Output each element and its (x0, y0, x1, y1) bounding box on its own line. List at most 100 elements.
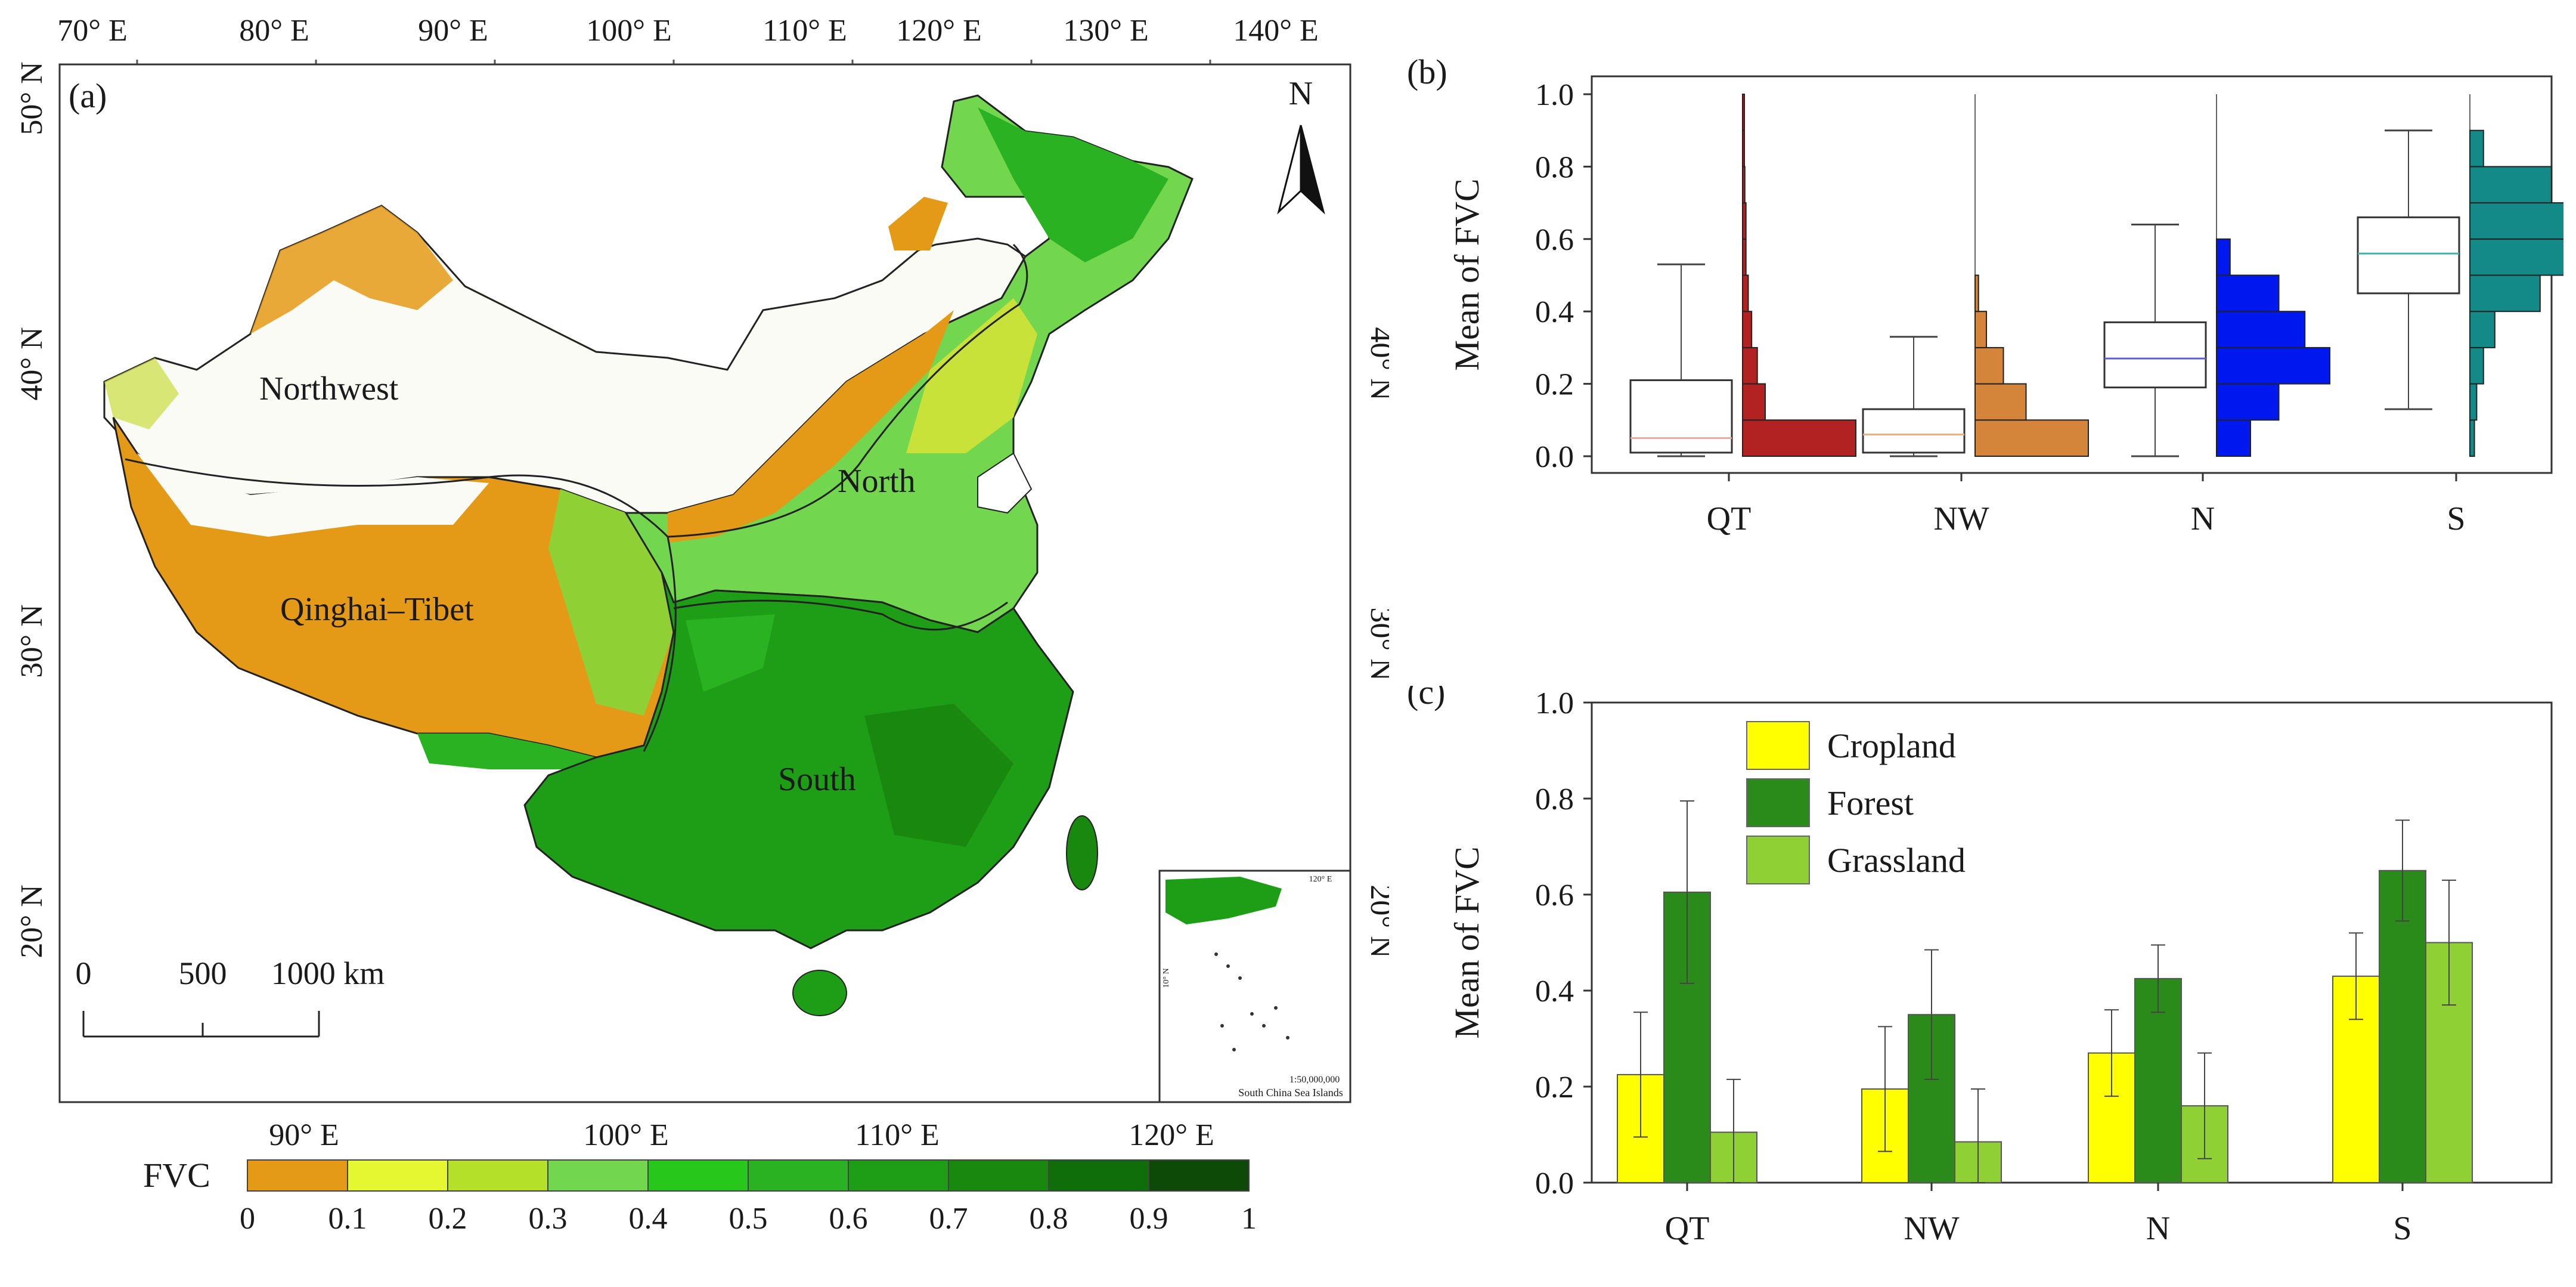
x-category-label: QT (1665, 1210, 1710, 1247)
lon-tick-140: 140° E (1233, 14, 1319, 48)
hist-bin (1974, 311, 1987, 348)
legend-swatch (848, 1159, 949, 1192)
hist-bin (2469, 202, 2563, 240)
legend-tick-label: 0.5 (729, 1202, 768, 1236)
panel-label: (c) (1407, 686, 1445, 711)
legend-tick-label: 0.7 (929, 1202, 968, 1236)
bottom-lon-100: 100° E (583, 1118, 669, 1152)
y-axis-label: Mean of FVC (1447, 178, 1486, 370)
north-orange-patch (668, 310, 954, 543)
scale-line (82, 1011, 320, 1038)
top-lon-ticks: 70° E 80° E 90° E 100° E 110° E 120° E 1… (57, 14, 1319, 48)
y-tick-label: 0.0 (1535, 1167, 1574, 1201)
south-dark-patch (864, 704, 1013, 847)
lat-tick-40-right: 40° N (1364, 327, 1389, 400)
inset-south-china-sea: 120° E 10° N 1:50,000,000 South China Se… (1158, 870, 1351, 1103)
boundary-qt-south (643, 536, 677, 752)
hist-bin (2216, 419, 2251, 457)
panel-a-map: 70° E 80° E 90° E 100° E 110° E 120° E 1… (15, 14, 1389, 1236)
bottom-lon-110: 110° E (855, 1118, 940, 1152)
x-category-label: N (2146, 1210, 2170, 1247)
hist-bin (1742, 383, 1766, 421)
legend-swatch (347, 1159, 448, 1192)
y-tick-label: 0.8 (1535, 782, 1574, 816)
bottom-lon-ticks: 90° E 100° E 110° E 120° E (269, 1118, 1214, 1152)
legend-swatch (748, 1159, 849, 1192)
hist-bin (2216, 311, 2306, 348)
scale-label-0: 0 (76, 955, 92, 991)
lon-tick-130: 130° E (1063, 14, 1149, 48)
y-tick-label: 1.0 (1535, 78, 1574, 112)
north-arrow: N (1277, 75, 1325, 215)
qt-white-patch (137, 453, 489, 537)
legend-tick-label: 0 (240, 1202, 255, 1236)
x-category-label: NW (1904, 1210, 1959, 1247)
legend-tick-label: 0.2 (429, 1202, 467, 1236)
y-tick-label: 0.4 (1535, 295, 1574, 329)
y-tick-label: 0.4 (1535, 974, 1574, 1008)
north-yellow-patch (906, 298, 1037, 453)
legend-swatch-grassland (1746, 836, 1810, 884)
hist-bin (2216, 346, 2330, 385)
y-axis-label: Mean of FVC (1447, 846, 1486, 1038)
lon-tick-120: 120° E (896, 14, 982, 48)
lon-tick-100: 100° E (586, 14, 672, 48)
panel-label: (b) (1407, 52, 1447, 91)
legend-swatch (1048, 1159, 1149, 1192)
hist-bin (1742, 202, 1747, 240)
legend-ticks: 0 0.1 0.2 0.3 0.4 0.5 0.6 0.7 0.8 0.9 1 (240, 1202, 1257, 1236)
hainan-island (792, 970, 847, 1016)
panel-a-label: (a) (69, 76, 107, 115)
region-label-north: North (838, 463, 916, 500)
legend-label-grassland: Grassland (1827, 841, 1966, 880)
legend-swatch-cropland (1746, 721, 1810, 770)
right-lat-ticks: 40° N 30° N 20° N (1364, 327, 1389, 958)
bottom-lon-120: 120° E (1129, 1118, 1214, 1152)
north-arrow-label: N (1289, 75, 1313, 112)
scale-label-500: 500 (179, 955, 227, 991)
lat-tick-20-right: 20° N (1364, 884, 1389, 958)
legend-tick-label: 0.4 (629, 1202, 668, 1236)
inset-scale: 1:50,000,000 (1289, 1075, 1340, 1085)
legend-label-forest: Forest (1827, 784, 1914, 822)
x-category-label: QT (1707, 500, 1752, 537)
lat-tick-30-right: 30° N (1364, 607, 1389, 680)
legend-swatch (647, 1159, 749, 1192)
boundary-nw-qt (125, 458, 669, 538)
hist-bin (2216, 238, 2231, 276)
region-label-south: South (778, 761, 856, 798)
legend-swatch-forest (1746, 778, 1810, 827)
region-labels: Northwest North Qinghai–Tibet South (259, 370, 916, 798)
north-orange-ne (888, 197, 948, 250)
qt-green-patch (548, 489, 674, 716)
y-tick-label: 0.6 (1535, 223, 1574, 257)
hist-bin (2469, 311, 2496, 348)
box-iqr (1629, 379, 1733, 454)
legend-tick-label: 0.6 (829, 1202, 868, 1236)
y-tick-label: 0.8 (1535, 150, 1574, 184)
bohai-bay (977, 452, 1033, 514)
box-iqr (1862, 408, 1966, 454)
northwest-fvc-patch (250, 206, 453, 334)
y-tick-label: 0.2 (1535, 1071, 1574, 1105)
hist-bin (1742, 129, 1745, 168)
legend-swatch (547, 1159, 649, 1192)
hist-bin (2216, 274, 2280, 313)
y-tick-label: 0.0 (1535, 440, 1574, 474)
plot-frame (1591, 701, 2553, 1184)
inset-caption: South China Sea Islands (1238, 1087, 1343, 1099)
hist-bin (1742, 94, 1745, 131)
fvc-legend: FVC 0 0.1 0.2 0.3 0.4 0.5 0.6 0.7 0.8 0.9 1 (143, 1156, 1257, 1236)
hist-bin (1974, 346, 2004, 385)
hist-bin (1974, 274, 1979, 313)
lat-tick-50-left: 50° N (15, 61, 49, 135)
region-label-northwest: Northwest (259, 370, 399, 407)
x-category-label: S (2447, 500, 2465, 537)
box-iqr (2103, 321, 2207, 389)
x-category-label: S (2393, 1210, 2411, 1247)
hist-bin (1742, 346, 1758, 385)
left-lat-ticks: 50° N 40° N 30° N 20° N (15, 61, 49, 958)
lat-tick-40-left: 40° N (15, 327, 49, 400)
legend-tick-label: 0.1 (328, 1202, 367, 1236)
x-category-label: N (2191, 500, 2215, 537)
